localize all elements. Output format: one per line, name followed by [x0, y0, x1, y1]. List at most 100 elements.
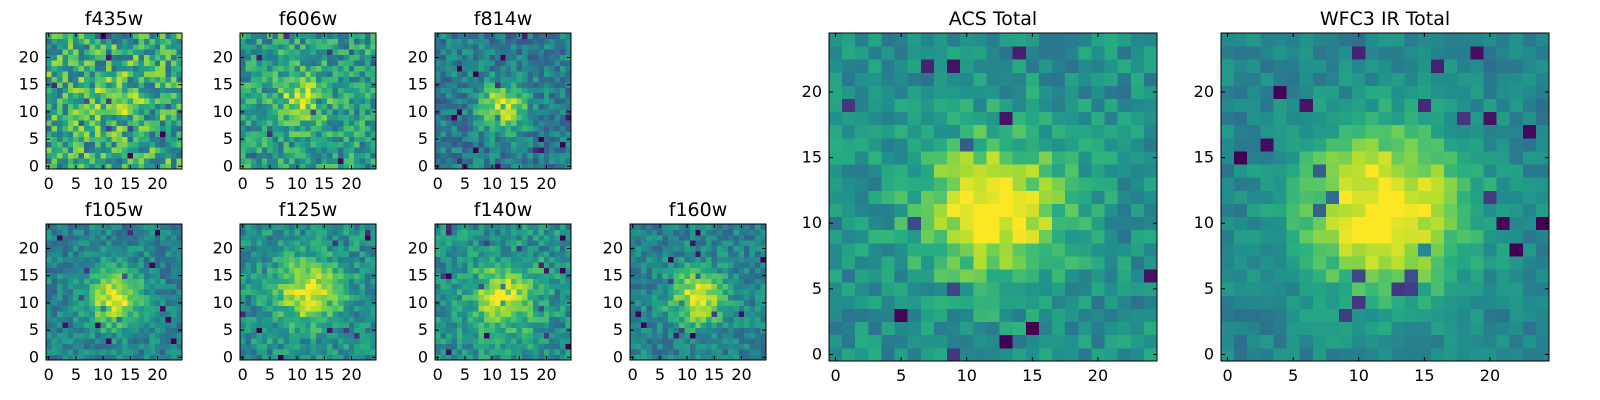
- heatmap-cell: [560, 152, 566, 159]
- heatmap-cell: [337, 33, 344, 39]
- heatmap-cell: [149, 343, 156, 350]
- heatmap-cell: [305, 272, 312, 279]
- heatmap-cell: [435, 49, 441, 56]
- heatmap-cell: [316, 71, 322, 77]
- heatmap-cell: [473, 43, 479, 50]
- heatmap-cell: [706, 316, 712, 323]
- heatmap-cell: [73, 43, 80, 50]
- heatmap-cell: [744, 245, 751, 252]
- heatmap-cell: [116, 256, 123, 263]
- heatmap-cell: [250, 272, 257, 279]
- heatmap-cell: [1065, 321, 1079, 336]
- heatmap-cell: [640, 300, 647, 306]
- heatmap-cell: [310, 316, 317, 323]
- heatmap-cell: [640, 251, 647, 258]
- heatmap-cell: [283, 49, 290, 56]
- heatmap-cell: [483, 234, 490, 241]
- heatmap-cell: [760, 278, 767, 285]
- heatmap-cell: [505, 158, 512, 164]
- heatmap-cell: [907, 216, 922, 231]
- heatmap-cell: [527, 316, 534, 323]
- heatmap-cell: [494, 81, 501, 88]
- heatmap-cell: [171, 158, 177, 164]
- heatmap-cell: [160, 120, 167, 126]
- heatmap-cell: [278, 130, 284, 137]
- heatmap-cell: [46, 43, 52, 50]
- heatmap-cell: [549, 136, 556, 143]
- heatmap-cell: [689, 229, 696, 236]
- heatmap-cell: [646, 272, 653, 279]
- heatmap-cell: [283, 224, 290, 230]
- heatmap-cell: [100, 245, 107, 252]
- heatmap-cell: [250, 278, 257, 285]
- heatmap-cell: [89, 327, 96, 334]
- heatmap-cell: [359, 349, 366, 355]
- heatmap-cell: [283, 267, 290, 274]
- heatmap-cell: [565, 130, 572, 137]
- heatmap-cell: [105, 343, 112, 350]
- heatmap-cell: [527, 120, 534, 126]
- heatmap-cell: [327, 332, 333, 339]
- heatmap-cell: [73, 294, 80, 301]
- heatmap-cell: [245, 224, 252, 230]
- heatmap-cell: [240, 311, 246, 317]
- heatmap-cell: [111, 141, 118, 148]
- heatmap-cell: [283, 278, 290, 285]
- heatmap-cell: [500, 147, 507, 154]
- heatmap-cell: [1012, 190, 1027, 204]
- heatmap-cell: [299, 120, 306, 126]
- heatmap-cell: [343, 311, 350, 317]
- heatmap-cell: [261, 38, 268, 45]
- heatmap-cell: [267, 76, 274, 83]
- heatmap-cell: [316, 272, 322, 279]
- heatmap-cell: [516, 343, 523, 350]
- heatmap-cell: [445, 316, 452, 323]
- heatmap-cell: [67, 120, 74, 126]
- heatmap-cell: [907, 308, 922, 323]
- heatmap-cell: [51, 76, 58, 83]
- heatmap-cell: [1078, 282, 1092, 296]
- heatmap-cell: [489, 136, 496, 143]
- heatmap-cell: [133, 136, 139, 143]
- heatmap-cell: [343, 54, 350, 61]
- heatmap-cell: [133, 92, 139, 99]
- heatmap-cell: [727, 294, 734, 301]
- heatmap-cell: [56, 49, 63, 56]
- heatmap-cell: [332, 92, 339, 99]
- heatmap-cell: [171, 136, 177, 143]
- heatmap-cell: [505, 272, 512, 279]
- heatmap-cell: [321, 267, 328, 274]
- heatmap-cell: [684, 262, 691, 268]
- heatmap-cell: [500, 38, 507, 45]
- heatmap-cell: [89, 338, 96, 345]
- heatmap-cell: [554, 141, 561, 148]
- heatmap-cell: [171, 327, 177, 334]
- heatmap-cell: [105, 234, 112, 241]
- heatmap-cell: [370, 152, 377, 159]
- heatmap-cell: [332, 71, 339, 77]
- heatmap-cell: [494, 120, 501, 126]
- heatmap-cell: [467, 54, 474, 61]
- heatmap-cell: [321, 294, 328, 301]
- heatmap-cell: [105, 125, 112, 132]
- heatmap-cell: [171, 92, 177, 99]
- heatmap-cell: [722, 311, 729, 317]
- heatmap-cell: [171, 130, 177, 137]
- heatmap-cell: [250, 289, 257, 296]
- heatmap-cell: [294, 272, 301, 279]
- heatmap-cell: [138, 103, 145, 110]
- heatmap-cell: [283, 338, 290, 345]
- heatmap-cell: [111, 224, 118, 230]
- heatmap-cell: [332, 49, 339, 56]
- heatmap-cell: [478, 163, 485, 170]
- heatmap-cell: [46, 65, 52, 72]
- heatmap-cell: [505, 251, 512, 258]
- heatmap-cell: [717, 349, 723, 355]
- heatmap-cell: [881, 321, 895, 336]
- heatmap-cell: [89, 98, 96, 105]
- heatmap-cell: [700, 262, 707, 268]
- heatmap-cell: [354, 152, 361, 159]
- heatmap-cell: [84, 65, 90, 72]
- heatmap-cell: [78, 294, 85, 301]
- heatmap-cell: [478, 76, 485, 83]
